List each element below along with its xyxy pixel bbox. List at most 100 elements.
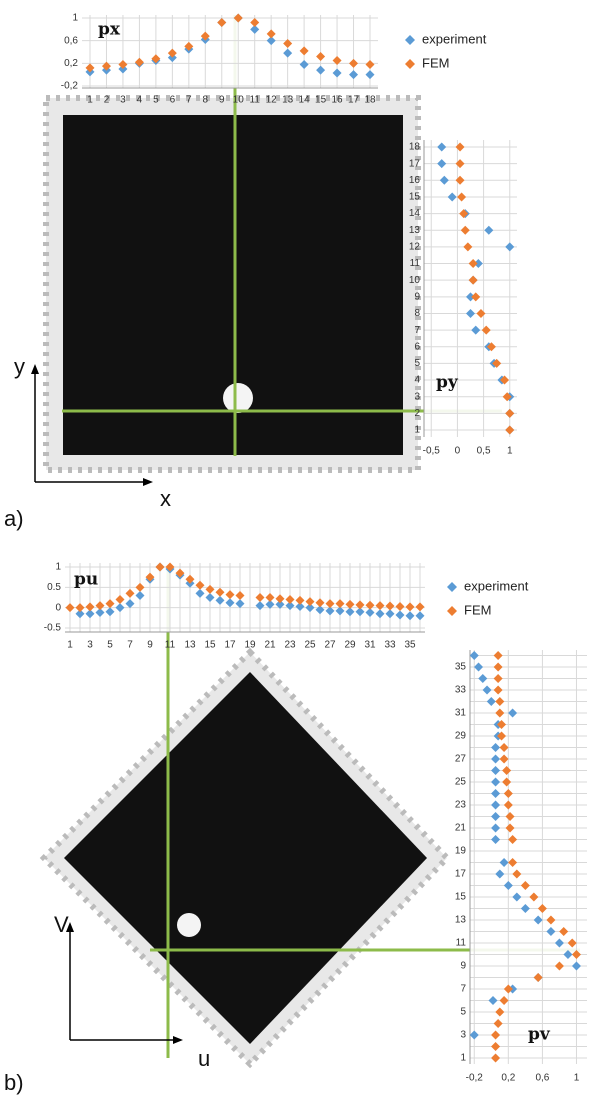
x-tick-label: 18 <box>364 95 376 106</box>
y-tick-label: -0.5 <box>44 623 62 634</box>
x-tick-label: 16 <box>331 95 343 106</box>
panel-label: a) <box>4 506 24 531</box>
x-tick-label: 0,5 <box>477 446 491 457</box>
x-tick-label: 1 <box>574 1073 580 1084</box>
y-tick-label: 17 <box>455 869 467 880</box>
x-tick-label: 23 <box>284 640 296 651</box>
x-tick-label: 11 <box>165 640 176 651</box>
x-tick-label: 14 <box>299 95 311 106</box>
y-tick-label: 3 <box>460 1030 466 1041</box>
x-tick-label: 33 <box>384 640 396 651</box>
y-tick-label: 8 <box>414 308 420 319</box>
y-tick-label: 11 <box>410 258 421 269</box>
arrow-head <box>143 478 153 486</box>
x-tick-label: 25 <box>304 640 316 651</box>
y-tick-label: 33 <box>455 685 467 696</box>
y-tick-label: 18 <box>409 142 421 153</box>
x-tick-label: 6 <box>170 95 176 106</box>
plot-area <box>82 15 378 88</box>
legend-marker <box>447 582 457 592</box>
y-tick-label: 0,6 <box>64 35 78 46</box>
x-tick-label: 8 <box>203 95 209 106</box>
legend-marker <box>447 606 457 616</box>
legend-marker <box>405 59 415 69</box>
y-tick-label: 9 <box>460 961 466 972</box>
x-tick-label: 31 <box>364 640 376 651</box>
y-tick-label: 0,2 <box>64 58 78 69</box>
y-tick-label: 1 <box>72 13 78 24</box>
x-tick-label: 21 <box>264 640 276 651</box>
y-tick-label: 29 <box>455 731 467 742</box>
y-tick-label: 10 <box>409 275 421 286</box>
y-tick-label: 6 <box>414 341 420 352</box>
y-tick-label: 7 <box>414 325 420 336</box>
x-tick-label: 17 <box>224 640 236 651</box>
x-tick-label: 17 <box>348 95 360 106</box>
x-tick-label: 9 <box>147 640 153 651</box>
y-tick-label: 7 <box>460 984 466 995</box>
x-tick-label: 1 <box>67 640 73 651</box>
plot-area <box>470 650 587 1064</box>
chart-title: pv <box>528 1025 551 1045</box>
y-tick-label: -0,2 <box>61 81 79 92</box>
arrow-head <box>31 364 39 374</box>
y-tick-label: 0 <box>55 602 61 613</box>
x-tick-label: 3 <box>87 640 93 651</box>
x-tick-label: 3 <box>120 95 126 106</box>
y-tick-label: 1 <box>460 1053 466 1064</box>
sample-hole <box>223 383 253 413</box>
x-tick-label: 27 <box>324 640 336 651</box>
figure: y x a) V u b) 12345678910111213141516171… <box>0 0 596 1097</box>
x-tick-label: 5 <box>153 95 159 106</box>
axis-name: u <box>198 1046 210 1071</box>
legend-label: FEM <box>422 55 449 70</box>
y-tick-label: 15 <box>409 192 421 203</box>
x-tick-label: 15 <box>315 95 327 106</box>
x-tick-label: 0,2 <box>501 1073 515 1084</box>
x-tick-label: -0,5 <box>423 446 441 457</box>
x-tick-label: 2 <box>104 95 110 106</box>
x-tick-label: 35 <box>404 640 416 651</box>
y-tick-label: 16 <box>409 175 421 186</box>
arrow-head <box>173 1036 183 1044</box>
legend-label: experiment <box>464 578 529 593</box>
x-tick-label: 1 <box>87 95 93 106</box>
x-tick-label: 0,6 <box>535 1073 549 1084</box>
chart-title: py <box>436 373 459 393</box>
chart-title: pu <box>74 570 98 590</box>
y-tick-label: 5 <box>460 1007 466 1018</box>
y-tick-label: 13 <box>409 225 421 236</box>
y-tick-label: 21 <box>455 823 467 834</box>
x-tick-label: 12 <box>266 95 278 106</box>
y-tick-label: 4 <box>414 375 420 386</box>
y-tick-label: 15 <box>455 892 467 903</box>
y-tick-label: 27 <box>455 754 467 765</box>
y-tick-label: 17 <box>409 158 421 169</box>
x-tick-label: 19 <box>244 640 256 651</box>
x-tick-label: 9 <box>219 95 225 106</box>
y-tick-label: 9 <box>414 291 420 302</box>
x-tick-label: 13 <box>184 640 196 651</box>
panel-label: b) <box>4 1070 24 1095</box>
x-tick-label: 13 <box>282 95 294 106</box>
legend-label: FEM <box>464 602 491 617</box>
axis-name: x <box>160 486 171 511</box>
x-tick-label: 7 <box>127 640 133 651</box>
x-tick-label: 7 <box>186 95 192 106</box>
legend-marker <box>405 35 415 45</box>
x-tick-label: 4 <box>137 95 143 106</box>
x-tick-label: 1 <box>507 446 513 457</box>
y-tick-label: 35 <box>455 662 467 673</box>
y-tick-label: 14 <box>409 208 421 219</box>
y-tick-label: 11 <box>456 938 467 949</box>
axis-name: y <box>14 354 25 379</box>
x-tick-label: 0 <box>455 446 461 457</box>
legend-label: experiment <box>422 31 487 46</box>
y-tick-label: 12 <box>409 242 421 253</box>
x-tick-label: 10 <box>233 95 245 106</box>
x-tick-label: 15 <box>204 640 216 651</box>
chart-title: px <box>98 20 121 40</box>
y-tick-label: 2 <box>414 408 420 419</box>
y-tick-label: 3 <box>414 391 420 402</box>
y-tick-label: 13 <box>455 915 467 926</box>
